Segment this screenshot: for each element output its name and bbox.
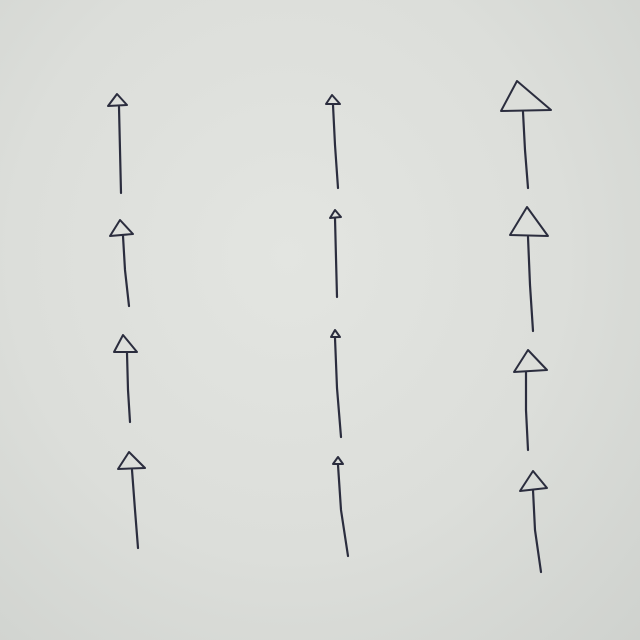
arrow-stem bbox=[526, 235, 535, 333]
arrow-head bbox=[509, 206, 549, 237]
arrow-left-3 bbox=[113, 334, 138, 424]
arrow-head bbox=[329, 209, 342, 219]
arrow-right-1 bbox=[500, 80, 552, 190]
arrow-head bbox=[109, 219, 134, 237]
arrow-left-2 bbox=[109, 219, 134, 308]
arrow-stem bbox=[524, 370, 530, 452]
arrow-stem bbox=[130, 468, 140, 550]
arrow-head bbox=[519, 470, 548, 492]
arrow-right-3 bbox=[513, 349, 548, 452]
arrow-head bbox=[325, 94, 341, 105]
arrow-stem bbox=[333, 336, 343, 439]
arrow-head bbox=[332, 456, 344, 465]
arrow-right-4 bbox=[519, 470, 548, 574]
arrow-stem bbox=[117, 105, 123, 195]
arrow-middle-3 bbox=[330, 329, 343, 439]
arrow-stem bbox=[121, 234, 131, 308]
arrow-middle-4 bbox=[332, 456, 350, 558]
arrow-middle-1 bbox=[325, 94, 341, 190]
arrow-head bbox=[330, 329, 341, 338]
arrow-right-2 bbox=[509, 206, 549, 333]
arrow-stem bbox=[333, 216, 339, 299]
arrow-head bbox=[500, 80, 552, 112]
arrow-head bbox=[513, 349, 548, 373]
arrow-stem bbox=[125, 351, 132, 424]
arrow-stem bbox=[531, 488, 543, 574]
arrow-middle-2 bbox=[329, 209, 342, 299]
arrow-head bbox=[107, 93, 128, 107]
arrow-left-4 bbox=[117, 451, 146, 550]
arrow-stem bbox=[521, 110, 530, 190]
arrow-head bbox=[117, 451, 146, 470]
arrow-stem bbox=[336, 463, 350, 558]
arrow-head bbox=[113, 334, 138, 353]
arrow-left-1 bbox=[107, 93, 128, 195]
arrow-stem bbox=[331, 103, 340, 190]
